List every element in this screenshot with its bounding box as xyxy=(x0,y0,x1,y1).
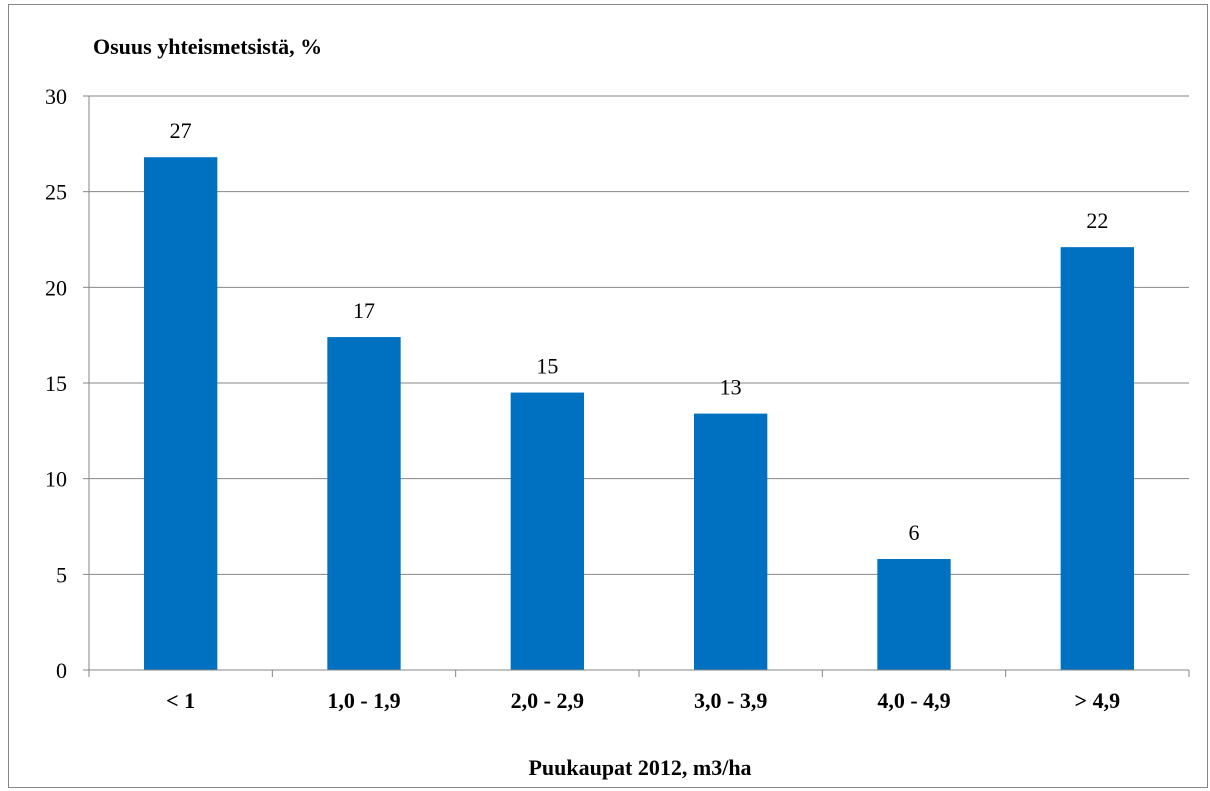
y-tick-label: 20 xyxy=(45,275,67,300)
bar xyxy=(327,337,401,670)
y-tick-labels: 0 5 10 15 20 25 30 xyxy=(45,84,67,683)
x-tick-label: > 4,9 xyxy=(1075,688,1121,713)
y-tick-label: 10 xyxy=(45,467,67,492)
x-tick-label: 1,0 - 1,9 xyxy=(327,688,400,713)
data-labels: 27 17 15 13 6 22 xyxy=(170,118,1109,545)
x-tick-label: 4,0 - 4,9 xyxy=(877,688,950,713)
data-label: 17 xyxy=(353,298,375,323)
gridlines xyxy=(83,95,1190,677)
bar xyxy=(144,157,218,670)
bar xyxy=(694,413,768,670)
bar xyxy=(510,392,584,670)
x-axis-title: Puukaupat 2012, m3/ha xyxy=(528,755,751,780)
y-tick-label: 25 xyxy=(45,180,67,205)
data-label: 13 xyxy=(720,375,742,400)
data-label: 15 xyxy=(536,354,558,379)
y-tick-label: 15 xyxy=(45,371,67,396)
x-tick-labels: < 1 1,0 - 1,9 2,0 - 2,9 3,0 - 3,9 4,0 - 4,9 >… xyxy=(166,688,1120,713)
y-tick-label: 5 xyxy=(56,562,67,587)
data-label: 22 xyxy=(1086,208,1108,233)
y-tick-label: 0 xyxy=(56,658,67,683)
x-tick-label: 2,0 - 2,9 xyxy=(511,688,584,713)
bars xyxy=(144,157,1134,671)
bar xyxy=(1060,247,1134,671)
y-axis-title: Osuus yhteismetsistä, % xyxy=(93,34,322,59)
bar xyxy=(877,559,951,670)
x-tick-label: < 1 xyxy=(166,688,195,713)
data-label: 27 xyxy=(170,118,192,143)
axes xyxy=(88,96,1189,671)
x-tick-label: 3,0 - 3,9 xyxy=(694,688,767,713)
y-tick-label: 30 xyxy=(45,84,67,109)
data-label: 6 xyxy=(909,520,920,545)
